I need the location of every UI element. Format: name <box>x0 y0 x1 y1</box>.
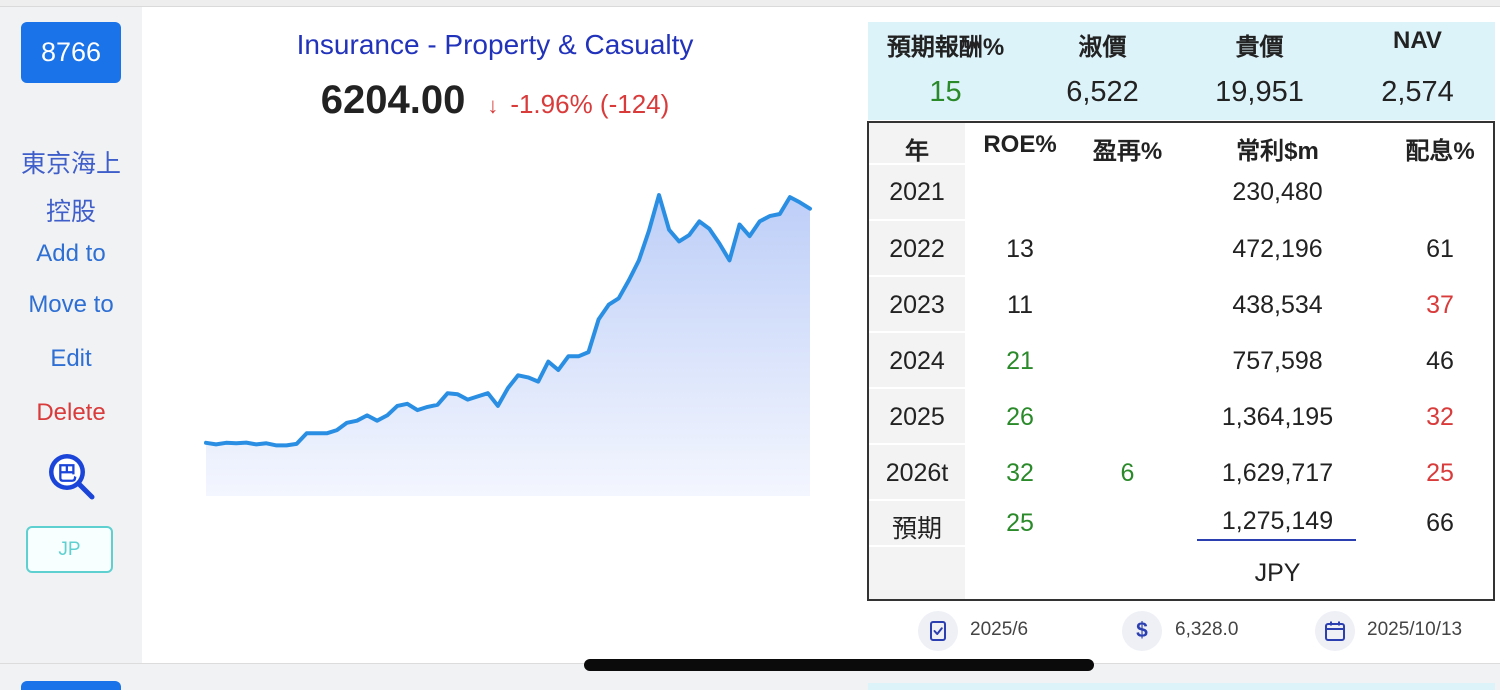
row-divider <box>869 163 965 165</box>
financials-table <box>867 121 1495 601</box>
year-cell: 2024 <box>889 347 945 375</box>
year-cell: 2022 <box>889 235 945 263</box>
report-check-icon[interactable] <box>918 611 958 651</box>
row-divider <box>869 219 965 221</box>
footer-date: 2025/10/13 <box>1367 619 1463 640</box>
year-cell: 2021 <box>889 178 945 206</box>
dividend-cell: 61 <box>1426 235 1454 263</box>
expected-return-value: 15 <box>929 76 962 108</box>
year-cell: 2023 <box>889 291 945 319</box>
row-divider <box>869 387 965 389</box>
valuation-summary <box>868 22 1495 120</box>
dollar-icon[interactable]: $ <box>1122 611 1162 651</box>
reinvest-header: 盈再% <box>1092 138 1163 165</box>
roe-cell: 26 <box>1006 403 1034 431</box>
expected-return-header: 預期報酬% <box>886 34 1005 61</box>
row-divider <box>869 275 965 277</box>
dividend-cell: 66 <box>1426 509 1454 537</box>
row-divider <box>869 331 965 333</box>
profit-cell: 1,629,717 <box>1221 459 1334 487</box>
profit-cell: 230,480 <box>1232 178 1323 206</box>
profit-cell: 1,275,149 <box>1221 507 1334 535</box>
dividend-cell: 37 <box>1426 291 1454 319</box>
top-divider <box>0 0 1500 6</box>
move-to-link[interactable]: Move to <box>28 291 114 318</box>
expensive-price-header: 貴價 <box>1235 34 1284 61</box>
add-to-link[interactable]: Add to <box>36 240 106 267</box>
price-chart <box>204 193 812 496</box>
dividend-cell: 32 <box>1426 403 1454 431</box>
roe-cell: 13 <box>1006 235 1034 263</box>
dividend-header: 配息% <box>1405 138 1475 165</box>
profit-cell: 472,196 <box>1232 235 1323 263</box>
nav-value: 2,574 <box>1381 76 1454 108</box>
stock-sidebar: 8766 東京海上 控股 Add to Move to Edit Delete … <box>0 7 142 663</box>
fair-price-header: 淑價 <box>1078 34 1127 61</box>
year-cell: 2025 <box>889 403 945 431</box>
row-divider <box>869 545 965 547</box>
report-period: 2025/6 <box>970 619 1029 640</box>
reinvest-cell: 6 <box>1120 459 1135 487</box>
next-valuation-summary <box>868 683 1495 690</box>
expensive-price-value: 19,951 <box>1215 76 1304 108</box>
year-cell: 預期 <box>891 515 942 543</box>
next-stock-code-button[interactable] <box>21 681 121 690</box>
roe-cell: 32 <box>1006 459 1034 487</box>
expected-profit-underline <box>1197 539 1356 541</box>
nav-header: NAV <box>1393 27 1442 54</box>
row-divider <box>869 443 965 445</box>
price-row: 6204.00 ↓ -1.96% (-124) <box>142 78 848 123</box>
price-change: -1.96% (-124) <box>510 89 670 119</box>
industry-title: Insurance - Property & Casualty <box>296 29 694 60</box>
top-divider-edge <box>0 6 1500 7</box>
home-indicator[interactable] <box>584 659 1094 671</box>
search-icon-glyph: 巴 <box>57 461 77 485</box>
profit-cell: 757,598 <box>1232 347 1323 375</box>
search-icon[interactable]: 巴 <box>46 451 96 501</box>
calendar-icon[interactable] <box>1315 611 1355 651</box>
roe-cell: 21 <box>1006 347 1034 375</box>
footer-price: 6,328.0 <box>1175 619 1239 640</box>
year-header: 年 <box>905 138 929 165</box>
roe-cell: 11 <box>1007 291 1033 319</box>
stock-name-line2[interactable]: 控股 <box>45 198 96 226</box>
currency-label: JPY <box>1254 559 1301 587</box>
year-cell: 2026t <box>885 459 949 487</box>
edit-link[interactable]: Edit <box>50 345 92 372</box>
roe-header: ROE% <box>983 131 1057 158</box>
fair-price-value: 6,522 <box>1066 76 1139 108</box>
stock-name-line1[interactable]: 東京海上 <box>20 150 121 178</box>
delete-link[interactable]: Delete <box>36 399 106 426</box>
row-divider <box>869 499 965 501</box>
current-price: 6204.00 <box>320 78 466 122</box>
year-column-bg <box>869 123 965 599</box>
roe-cell: 25 <box>1006 509 1034 537</box>
market-button[interactable]: JP <box>26 526 113 573</box>
dividend-cell: 25 <box>1426 459 1454 487</box>
dividend-cell: 46 <box>1426 347 1454 375</box>
down-arrow-icon: ↓ <box>487 93 499 118</box>
stock-code-button[interactable]: 8766 <box>21 22 121 83</box>
chart-price-line <box>204 193 812 448</box>
profit-header: 常利$m <box>1236 138 1319 165</box>
profit-cell: 1,364,195 <box>1221 403 1334 431</box>
profit-cell: 438,534 <box>1232 291 1323 319</box>
